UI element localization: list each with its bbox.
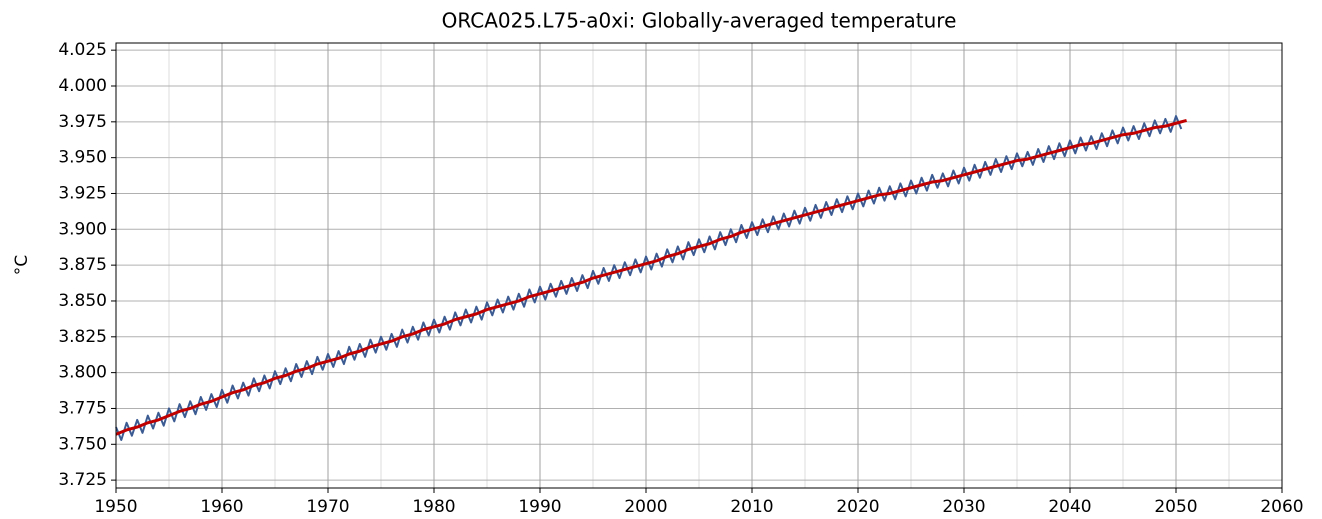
y-tick-label: 3.950: [58, 148, 107, 168]
plot-frame: [115, 42, 1283, 489]
chart-title: ORCA025.L75-a0xi: Globally-averaged temp…: [442, 9, 957, 33]
x-tick-label: 2000: [624, 497, 667, 517]
y-axis-label: °C: [12, 255, 32, 275]
series-line: [115, 118, 1187, 436]
x-tick-label: 2060: [1260, 497, 1303, 517]
y-tick-label: 3.750: [58, 434, 107, 454]
series-line: [115, 115, 1183, 441]
y-tick-label: 4.000: [58, 76, 107, 96]
y-tick-label: 3.825: [58, 327, 107, 347]
y-tick-label: 3.900: [58, 219, 107, 239]
x-tick-label: 1950: [94, 497, 137, 517]
x-tick-label: 2040: [1048, 497, 1091, 517]
x-tick-label: 2020: [836, 497, 879, 517]
y-tick-label: 3.875: [58, 255, 107, 275]
x-tick-label: 1990: [518, 497, 561, 517]
y-tick-label: 3.725: [58, 470, 107, 490]
x-tick-label: 2030: [942, 497, 985, 517]
y-tick-label: 4.025: [58, 40, 107, 60]
y-tick-label: 3.975: [58, 112, 107, 132]
x-tick-label: 1970: [306, 497, 349, 517]
y-tick-label: 3.800: [58, 363, 107, 383]
y-tick-label: 3.775: [58, 398, 107, 418]
y-tick-label: 3.850: [58, 291, 107, 311]
x-tick-label: 2010: [730, 497, 773, 517]
x-tick-label: 1960: [200, 497, 243, 517]
y-tick-label: 3.925: [58, 183, 107, 203]
x-tick-label: 1980: [412, 497, 455, 517]
x-tick-label: 2050: [1154, 497, 1197, 517]
